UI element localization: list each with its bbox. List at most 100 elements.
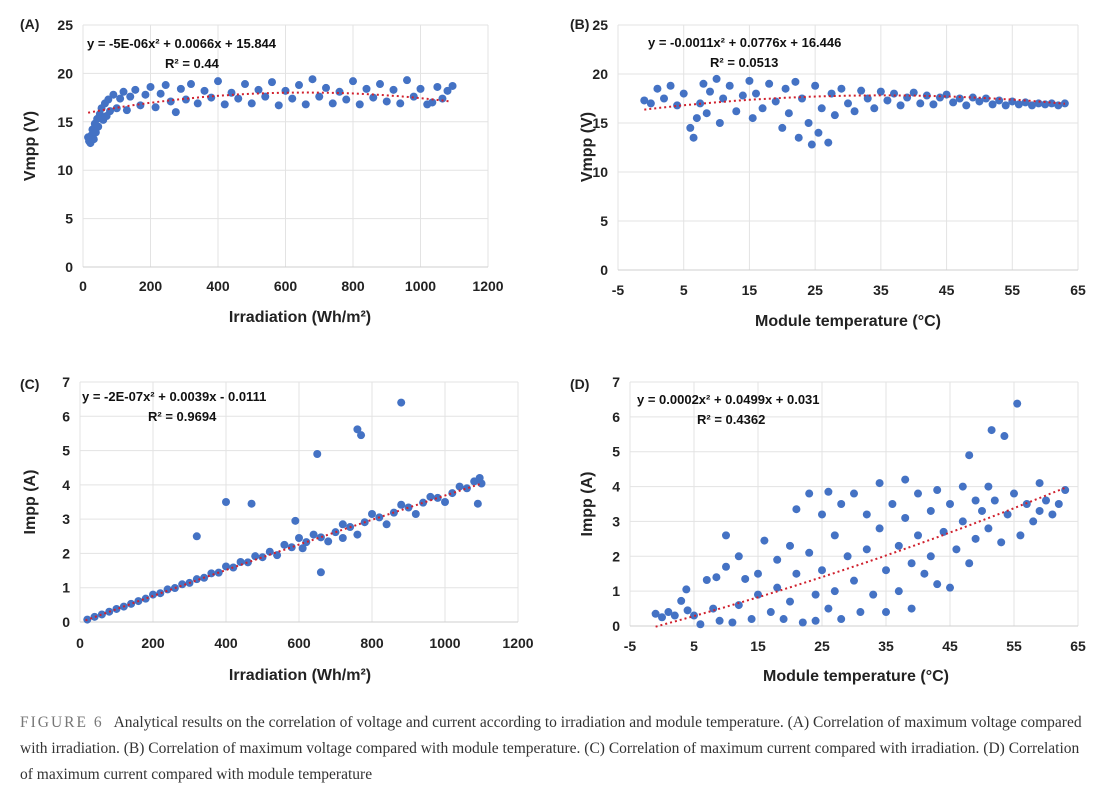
data-point: [814, 128, 823, 137]
data-point: [1054, 500, 1063, 508]
trendline: [85, 482, 482, 622]
data-point: [419, 498, 428, 507]
r-squared-label: R² = 0.4362: [697, 412, 765, 427]
data-point: [335, 87, 344, 96]
data-point: [722, 562, 730, 571]
y-tick-label: 1: [612, 583, 620, 599]
data-point: [971, 534, 980, 543]
data-point: [988, 100, 997, 109]
data-point: [933, 486, 942, 495]
data-point: [875, 524, 884, 533]
y-tick-label: 4: [612, 479, 620, 495]
data-point: [984, 524, 993, 533]
data-point: [926, 506, 935, 515]
data-point: [236, 558, 245, 566]
y-tick-label: 0: [62, 614, 70, 630]
data-point: [131, 85, 140, 94]
y-tick-label: 7: [62, 374, 70, 390]
data-point: [781, 84, 790, 93]
data-point: [792, 505, 801, 514]
data-point: [222, 562, 230, 571]
data-point: [725, 81, 734, 90]
data-point: [376, 80, 384, 89]
data-point: [894, 587, 903, 596]
x-axis-title: Module temperature (°C): [763, 668, 949, 685]
data-point: [791, 77, 800, 86]
data-point: [280, 540, 289, 549]
y-tick-label: 20: [57, 65, 73, 81]
data-point: [734, 601, 743, 610]
data-point: [448, 81, 457, 90]
data-point: [368, 510, 376, 518]
data-point: [830, 531, 839, 540]
data-point: [978, 506, 986, 515]
caption-text: Analytical results on the correlation of…: [20, 714, 1082, 783]
data-point: [342, 95, 351, 104]
x-tick-label: 600: [274, 278, 298, 294]
data-point: [794, 133, 803, 142]
data-point: [443, 86, 452, 95]
data-point: [686, 123, 695, 132]
data-point: [722, 531, 730, 540]
y-tick-label: 4: [62, 477, 70, 493]
data-point: [222, 498, 230, 506]
x-tick-label: 45: [942, 638, 958, 654]
data-point: [291, 516, 300, 525]
trendline-equation: y = -5E-06x² + 0.0066x + 15.844: [87, 36, 277, 51]
x-tick-label: 65: [1070, 638, 1086, 654]
chart-panel-a: 0 5 10 15 20 25 0 200 400 600 800 1000 1200 (A) y = -5…: [20, 16, 504, 326]
data-point: [112, 604, 121, 613]
data-point: [301, 100, 310, 109]
chart-panel-b: 0 5 10 15 20 25 -5 5 15 25 35 45 55 65 (B) y = -0.0011x…: [570, 16, 1086, 330]
data-point: [752, 89, 760, 98]
data-point: [1029, 517, 1038, 526]
data-point: [683, 606, 692, 615]
data-point: [946, 583, 954, 592]
y-tick-label: 20: [592, 66, 608, 82]
trendline: [87, 91, 452, 114]
x-tick-label: 25: [814, 638, 830, 654]
data-point: [670, 611, 679, 620]
data-point: [302, 538, 311, 547]
data-point: [745, 76, 754, 85]
y-tick-label: 5: [612, 444, 620, 460]
r-squared-label: R² = 0.9694: [148, 409, 217, 424]
data-point: [234, 94, 243, 103]
chart-panel-c: 0 1 2 3 4 5 6 7 0 200 400 600 800 1000 1200 (C) y = -2E-…: [20, 374, 534, 684]
data-point: [156, 89, 165, 98]
data-point: [758, 104, 767, 113]
data-point: [90, 612, 99, 621]
data-point: [353, 425, 362, 434]
data-point: [734, 552, 743, 561]
data-point: [824, 604, 833, 613]
data-point: [890, 89, 898, 98]
data-point: [741, 574, 750, 583]
data-point: [830, 587, 839, 596]
data-point: [127, 599, 136, 608]
data-point: [936, 93, 944, 102]
data-point: [679, 89, 688, 98]
x-tick-label: 1200: [502, 635, 533, 651]
data-point: [760, 536, 769, 545]
y-tick-label: 15: [592, 115, 608, 131]
data-point: [754, 590, 762, 599]
data-point: [389, 85, 398, 94]
data-point: [850, 107, 859, 116]
data-point: [982, 94, 990, 103]
y-tick-label: 2: [612, 548, 620, 564]
x-tick-label: 45: [939, 282, 955, 298]
data-point: [176, 84, 185, 93]
x-axis-title: Irradiation (Wh/m²): [229, 309, 371, 326]
data-point: [907, 604, 916, 613]
data-point: [949, 98, 958, 107]
data-point: [882, 566, 890, 575]
data-point: [433, 493, 442, 502]
data-point: [896, 101, 905, 110]
data-point: [926, 552, 935, 561]
y-tick-label: 0: [612, 618, 620, 634]
data-point: [265, 547, 274, 556]
x-tick-label: 1000: [405, 278, 436, 294]
data-point: [779, 615, 788, 624]
data-point: [955, 94, 964, 103]
data-point: [660, 94, 668, 103]
